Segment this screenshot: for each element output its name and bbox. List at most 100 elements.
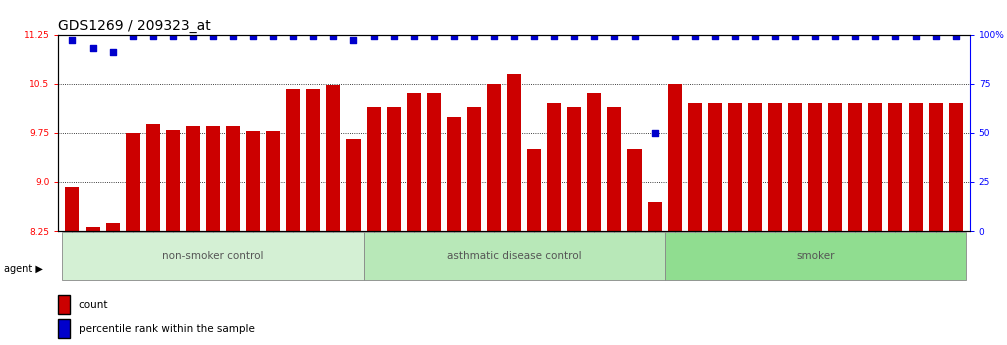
- Bar: [62, 232, 364, 280]
- Point: [687, 34, 703, 39]
- Bar: [246, 131, 260, 231]
- Text: smoker: smoker: [796, 251, 835, 261]
- Text: non-smoker control: non-smoker control: [162, 251, 264, 261]
- Bar: [226, 126, 240, 231]
- Point: [526, 34, 542, 39]
- Point: [667, 34, 683, 39]
- Bar: [648, 201, 662, 231]
- Bar: [86, 227, 100, 231]
- Bar: [146, 124, 160, 231]
- Point: [907, 34, 923, 39]
- Point: [727, 34, 743, 39]
- Point: [446, 34, 462, 39]
- Bar: [306, 89, 320, 231]
- Point: [64, 38, 81, 43]
- Text: agent ▶: agent ▶: [4, 264, 43, 274]
- Bar: [65, 187, 80, 231]
- Point: [707, 34, 723, 39]
- Point: [225, 34, 241, 39]
- Bar: [346, 139, 361, 231]
- Bar: [587, 93, 601, 231]
- Bar: [928, 104, 943, 231]
- Point: [245, 34, 261, 39]
- Point: [466, 34, 482, 39]
- Point: [767, 34, 783, 39]
- Point: [566, 34, 582, 39]
- Bar: [467, 107, 481, 231]
- Bar: [809, 104, 822, 231]
- Point: [847, 34, 863, 39]
- Bar: [567, 107, 581, 231]
- Text: GDS1269 / 209323_at: GDS1269 / 209323_at: [58, 19, 211, 33]
- Point: [887, 34, 903, 39]
- Bar: [768, 104, 782, 231]
- Point: [325, 34, 341, 39]
- Bar: [286, 89, 300, 231]
- Point: [265, 34, 281, 39]
- Point: [285, 34, 301, 39]
- Point: [105, 49, 121, 55]
- Bar: [868, 104, 882, 231]
- Point: [646, 130, 663, 136]
- Point: [426, 34, 442, 39]
- Bar: [788, 104, 803, 231]
- Point: [808, 34, 824, 39]
- Point: [386, 34, 402, 39]
- Bar: [508, 74, 521, 231]
- Point: [145, 34, 161, 39]
- Bar: [668, 84, 682, 231]
- Bar: [364, 232, 665, 280]
- Bar: [607, 107, 621, 231]
- Bar: [387, 107, 401, 231]
- Point: [486, 34, 502, 39]
- Point: [827, 34, 843, 39]
- Bar: [527, 149, 541, 231]
- Point: [345, 38, 362, 43]
- Bar: [828, 104, 842, 231]
- Point: [747, 34, 763, 39]
- Bar: [126, 133, 140, 231]
- Point: [586, 34, 602, 39]
- Bar: [367, 107, 381, 231]
- Bar: [427, 93, 441, 231]
- Bar: [166, 130, 180, 231]
- Bar: [688, 104, 702, 231]
- Bar: [547, 104, 561, 231]
- Text: percentile rank within the sample: percentile rank within the sample: [79, 325, 255, 334]
- Bar: [848, 104, 862, 231]
- Point: [546, 34, 562, 39]
- Bar: [949, 104, 963, 231]
- Point: [406, 34, 422, 39]
- Point: [506, 34, 522, 39]
- Point: [204, 34, 221, 39]
- Bar: [326, 85, 340, 231]
- Bar: [888, 104, 902, 231]
- Bar: [106, 223, 120, 231]
- Point: [305, 34, 321, 39]
- Point: [185, 34, 201, 39]
- Bar: [748, 104, 762, 231]
- Point: [125, 34, 141, 39]
- Point: [366, 34, 382, 39]
- Bar: [908, 104, 922, 231]
- Bar: [407, 93, 421, 231]
- Bar: [447, 117, 461, 231]
- Text: asthmatic disease control: asthmatic disease control: [447, 251, 581, 261]
- Bar: [266, 131, 280, 231]
- Bar: [728, 104, 742, 231]
- Bar: [627, 149, 641, 231]
- Point: [606, 34, 622, 39]
- Bar: [708, 104, 722, 231]
- Point: [85, 46, 101, 51]
- Point: [927, 34, 944, 39]
- Text: count: count: [79, 300, 108, 310]
- Bar: [487, 84, 501, 231]
- Point: [626, 34, 642, 39]
- Bar: [186, 126, 200, 231]
- Bar: [206, 126, 220, 231]
- Point: [948, 34, 964, 39]
- Point: [787, 34, 804, 39]
- Point: [165, 34, 181, 39]
- Bar: [665, 232, 966, 280]
- Point: [867, 34, 883, 39]
